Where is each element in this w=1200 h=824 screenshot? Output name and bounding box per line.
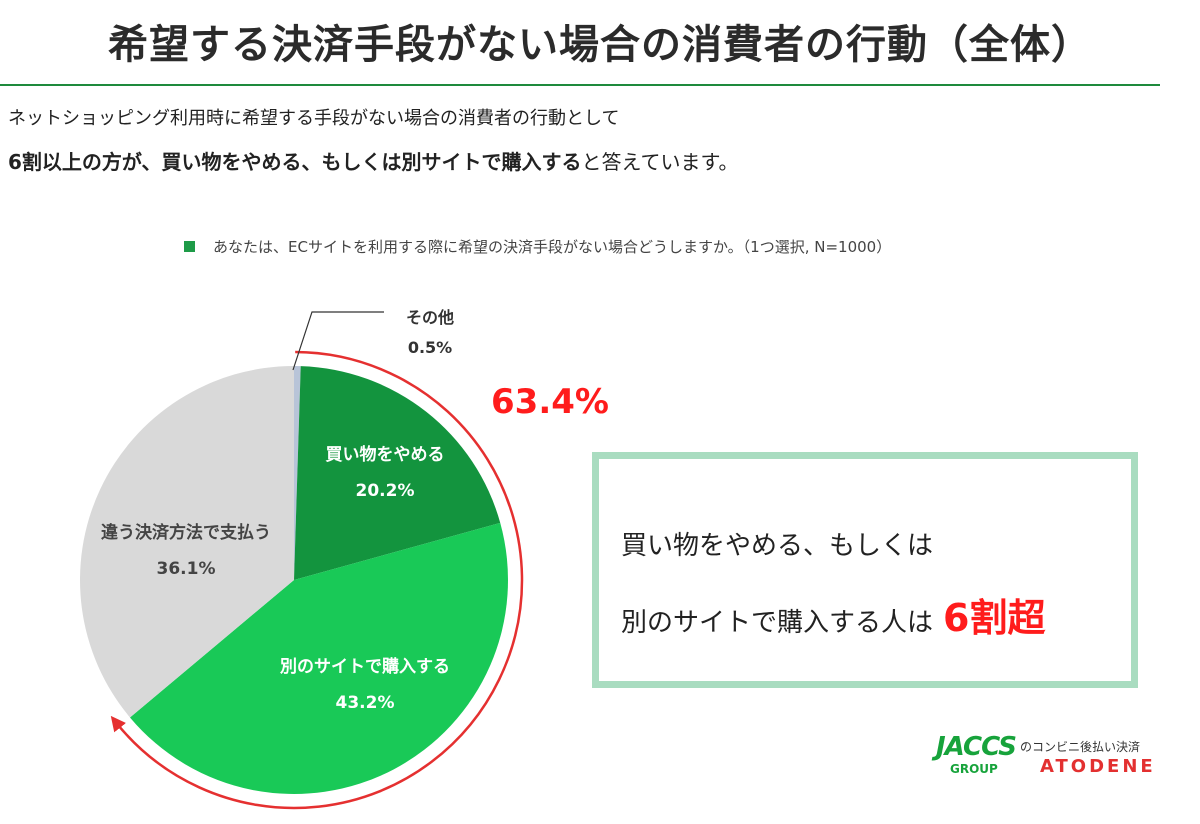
slice-stop — [294, 366, 501, 580]
slice-value-different-method: 36.1% — [157, 559, 216, 579]
legend-square-icon — [184, 241, 195, 252]
chart-legend: あなたは、ECサイトを利用する際に希望の決済手段がない場合どうしますか。（1つ選… — [184, 236, 891, 257]
jaccs-group-label: GROUP — [950, 762, 998, 776]
callout-line-1: 買い物をやめる、もしくは — [621, 531, 934, 561]
slice-other-site — [129, 522, 508, 794]
jaccs-logo: JACCS — [936, 732, 1017, 762]
callout-line-2: 別のサイトで購入する人は 6割超 — [621, 587, 1045, 642]
chart-question: あなたは、ECサイトを利用する際に希望の決済手段がない場合どうしますか。（1つ選… — [213, 238, 892, 256]
atodene-logo: ATODENE — [1040, 756, 1156, 777]
slice-label-stop: 買い物をやめる — [326, 444, 445, 465]
slice-label-other-site: 別のサイトで購入する — [279, 656, 450, 677]
slice-different-method — [80, 366, 294, 718]
logo-tagline: のコンビニ後払い決済 — [1020, 740, 1141, 754]
leader-line-other — [292, 311, 384, 371]
subtitle-line-1: ネットショッピング利用時に希望する手段がない場合の消費者の行動として — [8, 108, 620, 129]
slice-label-other: その他 — [406, 308, 454, 327]
subtitle-bold-part: 6割以上の方が、買い物をやめる、もしくは別サイトで購入する — [8, 150, 582, 174]
page-title: 希望する決済手段がない場合の消費者の行動（全体） — [108, 22, 1092, 68]
pie-slices — [80, 366, 508, 794]
slice-value-other-site: 43.2% — [336, 693, 395, 713]
callout-highlight: 6割超 — [943, 596, 1046, 640]
summary-callout: 買い物をやめる、もしくは 別のサイトで購入する人は 6割超 — [592, 452, 1138, 688]
subtitle-line-2: 6割以上の方が、買い物をやめる、もしくは別サイトで購入すると答えています。 — [8, 146, 739, 175]
combined-share-arc — [110, 350, 524, 810]
combined-share-label: 63.4% — [491, 382, 609, 422]
title-divider — [0, 84, 1160, 86]
slice-value-other: 0.5% — [408, 338, 452, 357]
slice-value-stop: 20.2% — [356, 481, 415, 501]
subtitle-rest-part: と答えています。 — [581, 150, 739, 174]
slice-label-different-method: 違う決済方法で支払う — [101, 522, 271, 543]
callout-line-2-text: 別のサイトで購入する人は — [621, 608, 934, 638]
slice-other — [294, 366, 301, 580]
brand-logo: JACCS GROUP のコンビニ後払い決済 ATODENE — [936, 730, 1176, 780]
